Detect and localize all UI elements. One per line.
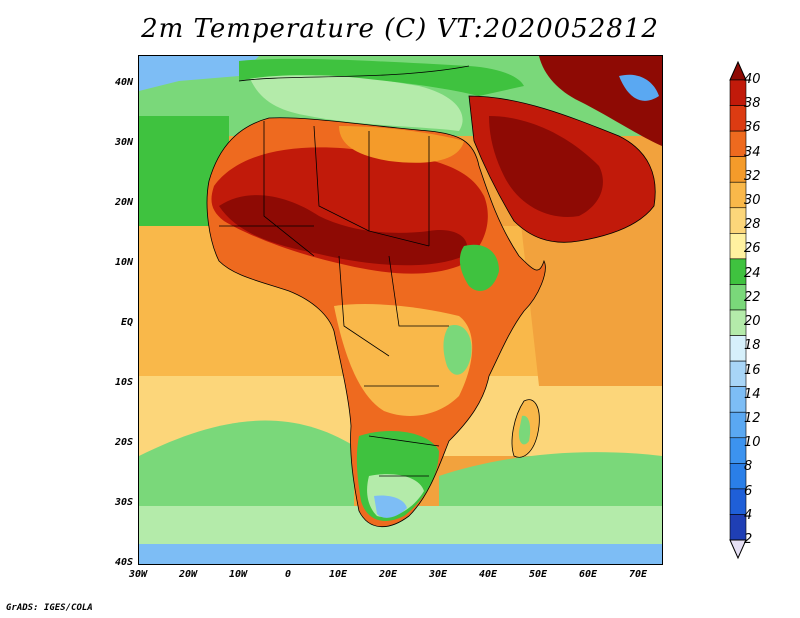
lat-label-30s: 30S [114, 497, 133, 508]
colorbar-level-label: 10 [744, 435, 761, 451]
colorbar-level-label: 24 [744, 265, 761, 281]
colorbar-level-label: 14 [744, 386, 761, 402]
colorbar-level-label: 40 [744, 72, 761, 87]
lon-label-10e: 10E [328, 569, 348, 580]
footer-credit: GrADS: IGES/COLA [6, 603, 93, 613]
colorbar-level-label: 32 [744, 168, 761, 184]
lon-label-10w: 10W [228, 569, 248, 580]
highland-cool-patch [619, 74, 659, 101]
indian-ocean-warm [519, 202, 662, 386]
lon-label-70e: 70E [628, 569, 648, 580]
lon-label-50e: 50E [528, 569, 548, 580]
lon-label-20w: 20W [178, 569, 198, 580]
lat-label-eq: EQ [120, 317, 133, 328]
colorbar-level-label: 12 [744, 410, 761, 426]
madagascar-highland [518, 415, 531, 445]
colorbar-bottom-arrow [729, 539, 747, 560]
colorbar-level-label: 26 [744, 241, 761, 257]
colorbar-level-label: 22 [744, 289, 761, 305]
colorbar-level-label: 20 [744, 314, 761, 330]
lon-label-60e: 60E [578, 569, 598, 580]
colorbar-level-label: 36 [744, 120, 761, 136]
lat-label-40s: 40S [114, 557, 133, 568]
ethiopian-highlands [459, 244, 499, 291]
lon-label-0: 0 [284, 569, 292, 580]
lat-label-40n: 40N [114, 77, 133, 88]
sahel-hottest [219, 195, 468, 266]
colorbar-level-label: 6 [744, 483, 753, 499]
lat-label-10n: 10N [114, 257, 133, 268]
colorbar [729, 60, 747, 560]
libya-egypt-warm [339, 126, 464, 163]
southern-europe [239, 58, 524, 96]
ocean-very-cold-band [139, 544, 662, 564]
lat-label-20n: 20N [114, 197, 133, 208]
mediterranean-sea [249, 71, 463, 131]
temperature-map [139, 56, 662, 564]
colorbar-level-label: 16 [744, 362, 761, 378]
map-panel [138, 55, 663, 565]
lon-label-40e: 40E [478, 569, 498, 580]
lon-label-20e: 20E [378, 569, 398, 580]
lat-label-30n: 30N [114, 137, 133, 148]
colorbar-level-label: 4 [744, 507, 753, 523]
arabia-hottest [489, 116, 603, 217]
east-africa-highlands [443, 325, 472, 375]
colorbar-level-label: 8 [744, 459, 753, 475]
lat-label-10s: 10S [114, 377, 133, 388]
colorbar-level-label: 38 [744, 96, 761, 112]
lat-label-20s: 20S [114, 437, 133, 448]
country-borders [206, 65, 656, 528]
cape-coldest [374, 495, 407, 518]
ocean-cold-patch-northwest [139, 56, 259, 91]
colorbar-level-label: 28 [744, 217, 761, 233]
central-africa-mild [334, 304, 473, 416]
map-title: 2m Temperature (C) VT:2020052812 [141, 14, 659, 44]
colorbar-level-label: 18 [744, 338, 761, 354]
colorbar-level-label: 2 [744, 532, 753, 547]
colorbar-level-label: 30 [744, 193, 761, 209]
lon-label-30e: 30E [428, 569, 448, 580]
lon-label-30w: 30W [128, 569, 148, 580]
colorbar-level-label: 34 [744, 144, 761, 160]
